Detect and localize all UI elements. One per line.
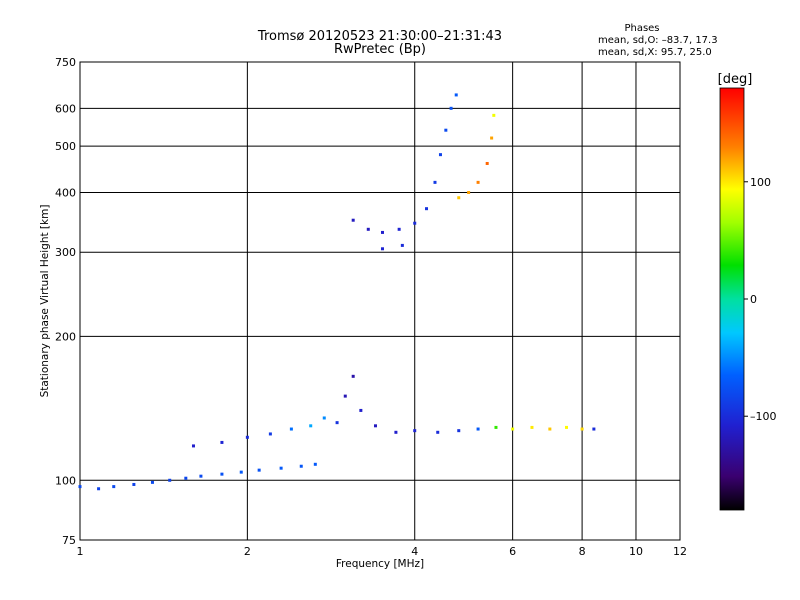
data-point <box>494 425 498 429</box>
data-point <box>299 464 303 468</box>
data-point <box>565 425 569 429</box>
data-point <box>279 466 283 470</box>
x-tick-label: 4 <box>411 545 418 558</box>
data-point <box>313 462 317 466</box>
colorbar-label: [deg] <box>718 72 753 87</box>
x-tick-label: 8 <box>579 545 586 558</box>
y-tick-label: 750 <box>55 56 76 69</box>
y-axis-ticks: 75 100 200 300 400 500 600 750 <box>55 56 76 547</box>
data-point <box>511 427 515 431</box>
data-point <box>132 482 136 486</box>
data-point <box>438 153 442 157</box>
data-point <box>335 421 339 425</box>
chart-title: Tromsø 20120523 21:30:00–21:31:43 <box>257 29 502 44</box>
chart-subtitle: RwPretec (Bp) <box>334 42 426 57</box>
data-point <box>433 180 437 184</box>
data-point <box>268 432 272 436</box>
data-point <box>150 480 154 484</box>
colorbar-tick-label: 0 <box>750 293 757 306</box>
colorbar-ticks: 100 0 –100 <box>744 176 777 423</box>
data-point <box>413 221 417 225</box>
data-point <box>476 427 480 431</box>
y-axis-label: Stationary phase Virtual Height [km] <box>39 205 51 398</box>
x-tick-label: 12 <box>673 545 687 558</box>
data-point <box>397 227 401 231</box>
data-point <box>289 427 293 431</box>
data-point <box>245 435 249 439</box>
data-point <box>580 427 584 431</box>
x-tick-label: 10 <box>629 545 643 558</box>
data-point <box>457 196 461 200</box>
stats-line-o: mean, sd,O: –83.7, 17.3 <box>598 35 718 46</box>
data-point <box>199 474 203 478</box>
data-point <box>449 106 453 110</box>
data-point <box>530 425 534 429</box>
data-point <box>78 485 82 489</box>
data-point <box>343 394 347 398</box>
grid-lines <box>80 62 680 540</box>
data-point <box>436 430 440 434</box>
data-point <box>490 136 494 140</box>
data-point <box>359 408 363 412</box>
data-point <box>97 487 101 491</box>
data-point <box>492 113 496 117</box>
x-tick-label: 1 <box>77 545 84 558</box>
data-point <box>394 430 398 434</box>
x-tick-label: 6 <box>509 545 516 558</box>
colorbar-tick-label: –100 <box>750 410 777 423</box>
data-point <box>592 427 596 431</box>
data-point <box>184 476 188 480</box>
y-tick-label: 300 <box>55 246 76 259</box>
data-point <box>220 440 224 444</box>
data-point <box>257 468 261 472</box>
data-point <box>112 485 116 489</box>
y-tick-label: 100 <box>55 474 76 487</box>
data-point <box>220 472 224 476</box>
data-point <box>457 429 461 433</box>
data-point <box>476 180 480 184</box>
y-tick-label: 400 <box>55 186 76 199</box>
data-points <box>78 93 596 491</box>
x-tick-label: 2 <box>244 545 251 558</box>
data-point <box>454 93 458 97</box>
data-point <box>485 161 489 165</box>
data-point <box>400 243 404 247</box>
colorbar-tick-label: 100 <box>750 176 771 189</box>
data-point <box>373 424 377 428</box>
x-axis-ticks: 1 2 4 6 8 10 12 <box>77 545 688 558</box>
data-point <box>309 424 313 428</box>
y-tick-label: 75 <box>62 534 76 547</box>
data-point <box>322 416 326 420</box>
stats-line-x: mean, sd,X: 95.7, 25.0 <box>598 47 712 58</box>
data-point <box>351 218 355 222</box>
y-tick-label: 600 <box>55 102 76 115</box>
y-tick-label: 500 <box>55 140 76 153</box>
plot-frame <box>79 61 681 541</box>
data-point <box>351 374 355 378</box>
data-point <box>467 190 471 194</box>
data-point <box>191 444 195 448</box>
data-point <box>413 429 417 433</box>
x-axis-label: Frequency [MHz] <box>336 558 424 570</box>
data-point <box>548 427 552 431</box>
data-point <box>380 247 384 251</box>
y-tick-label: 200 <box>55 330 76 343</box>
stats-heading: Phases <box>624 23 659 34</box>
data-point <box>239 470 243 474</box>
data-point <box>366 227 370 231</box>
data-point <box>168 478 172 482</box>
data-point <box>444 128 448 132</box>
data-point <box>425 207 429 211</box>
data-point <box>380 230 384 234</box>
colorbar <box>719 87 745 511</box>
